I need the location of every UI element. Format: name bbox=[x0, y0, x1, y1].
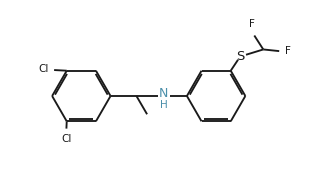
Text: H: H bbox=[160, 100, 168, 110]
Text: F: F bbox=[249, 19, 255, 29]
Text: F: F bbox=[285, 46, 290, 56]
Text: S: S bbox=[236, 50, 244, 63]
Text: Cl: Cl bbox=[38, 64, 48, 74]
Text: N: N bbox=[159, 87, 168, 100]
Text: Cl: Cl bbox=[61, 134, 71, 144]
